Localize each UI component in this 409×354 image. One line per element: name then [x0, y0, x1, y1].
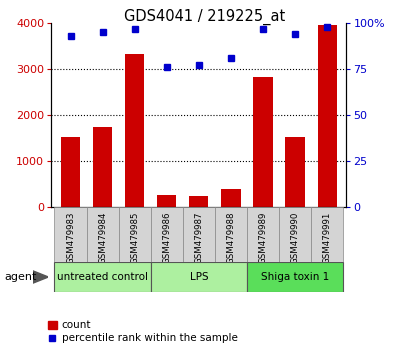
Bar: [317, 25, 336, 207]
Bar: [221, 189, 240, 207]
Bar: [54, 207, 86, 262]
Bar: [125, 54, 144, 207]
Bar: [61, 137, 80, 207]
Text: GSM479985: GSM479985: [130, 211, 139, 264]
Text: GSM479987: GSM479987: [194, 211, 203, 264]
Bar: [118, 207, 151, 262]
Text: GSM479991: GSM479991: [322, 211, 331, 264]
Bar: [93, 127, 112, 207]
Polygon shape: [33, 271, 48, 283]
Legend: count, percentile rank within the sample: count, percentile rank within the sample: [48, 320, 237, 343]
Bar: [86, 207, 118, 262]
Text: GSM479989: GSM479989: [258, 211, 267, 264]
Bar: [189, 195, 208, 207]
Bar: [246, 262, 342, 292]
Text: GSM479986: GSM479986: [162, 211, 171, 264]
Bar: [182, 207, 214, 262]
Text: GSM479984: GSM479984: [98, 211, 107, 264]
Bar: [285, 137, 304, 207]
Text: Shiga toxin 1: Shiga toxin 1: [261, 272, 328, 282]
Bar: [157, 195, 176, 207]
Text: GSM479983: GSM479983: [66, 211, 75, 264]
Bar: [310, 207, 342, 262]
Text: untreated control: untreated control: [57, 272, 148, 282]
Text: agent: agent: [4, 272, 36, 282]
Bar: [253, 77, 272, 207]
Text: GSM479990: GSM479990: [290, 211, 299, 264]
Text: GDS4041 / 219225_at: GDS4041 / 219225_at: [124, 9, 285, 25]
Bar: [151, 262, 246, 292]
Bar: [54, 262, 151, 292]
Text: LPS: LPS: [189, 272, 208, 282]
Bar: [279, 207, 310, 262]
Text: GSM479988: GSM479988: [226, 211, 235, 264]
Bar: [214, 207, 246, 262]
Bar: [151, 207, 182, 262]
Bar: [246, 207, 279, 262]
